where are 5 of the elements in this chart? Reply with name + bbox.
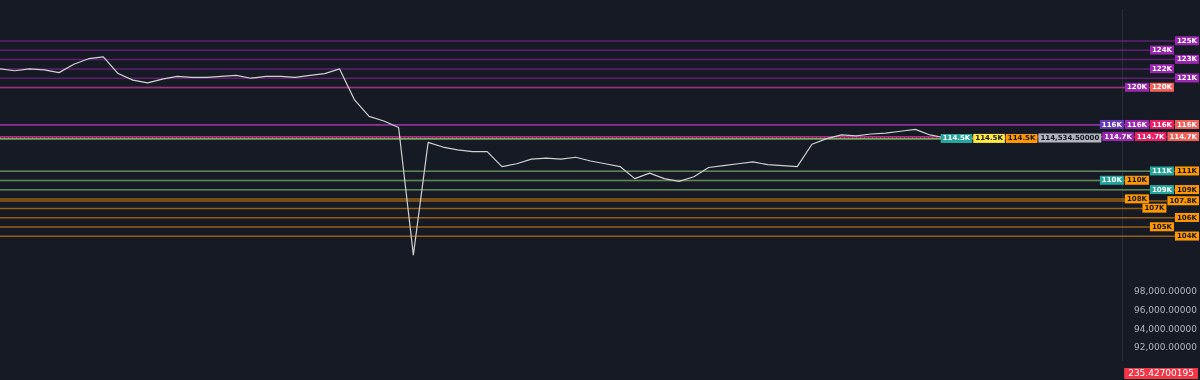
text: 235.42700195 [1128,368,1195,379]
y-tick-label: 92,000.00000 [1134,342,1198,353]
y-tick-label: 96,000.00000 [1134,305,1198,316]
y-tick-label: 94,000.00000 [1134,323,1198,334]
y-tick-label: 98,000.00000 [1134,286,1198,297]
